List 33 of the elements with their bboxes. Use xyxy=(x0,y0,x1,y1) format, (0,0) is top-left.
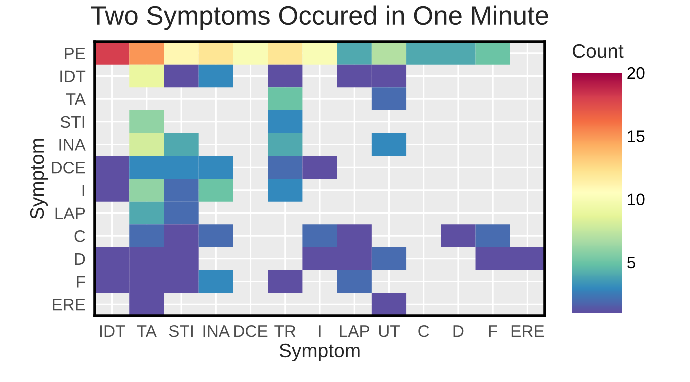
color-bar-label: 20 xyxy=(628,67,645,80)
x-tick-label: TR xyxy=(274,326,296,338)
x-tick-label: INA xyxy=(204,326,230,338)
x-tick-label: TA xyxy=(137,326,157,338)
y-tick-label: IDT xyxy=(60,70,86,82)
y-tick-label: INA xyxy=(60,139,86,151)
x-tick-label: DCE xyxy=(234,325,268,338)
color-bar-title: Count xyxy=(572,44,624,58)
y-tick-label: STI xyxy=(60,116,84,128)
x-tick-label: LAP xyxy=(340,326,370,338)
x-tick-label: UT xyxy=(379,326,400,338)
x-tick-label: STI xyxy=(169,325,193,338)
color-bar-label: 10 xyxy=(628,194,645,206)
color-bar-label: 15 xyxy=(628,130,645,142)
color-bar-label: 5 xyxy=(628,257,636,269)
y-tick-label: LAP xyxy=(56,208,86,220)
x-tick-label: C xyxy=(418,325,430,338)
y-tick-label: I xyxy=(82,184,84,196)
x-tick-label: ERE xyxy=(512,326,544,338)
chart-title: Two Symptoms Occured in One Minute xyxy=(91,6,548,30)
x-tick-label: IDT xyxy=(100,326,126,338)
y-tick-label: D xyxy=(75,253,86,265)
y-tick-label: F xyxy=(77,276,86,288)
y-tick-label: ERE xyxy=(53,299,86,311)
y-tick-label: PE xyxy=(65,48,86,60)
y-tick-label: DCE xyxy=(52,162,86,174)
x-axis-title: Symptom xyxy=(280,344,360,362)
y-axis-title: Symptom xyxy=(30,139,48,220)
x-tick-label: D xyxy=(454,326,464,338)
y-tick-label: C xyxy=(74,230,86,242)
x-tick-label: F xyxy=(489,326,498,338)
x-tick-label: I xyxy=(319,326,321,338)
y-tick-label: TA xyxy=(66,94,86,106)
